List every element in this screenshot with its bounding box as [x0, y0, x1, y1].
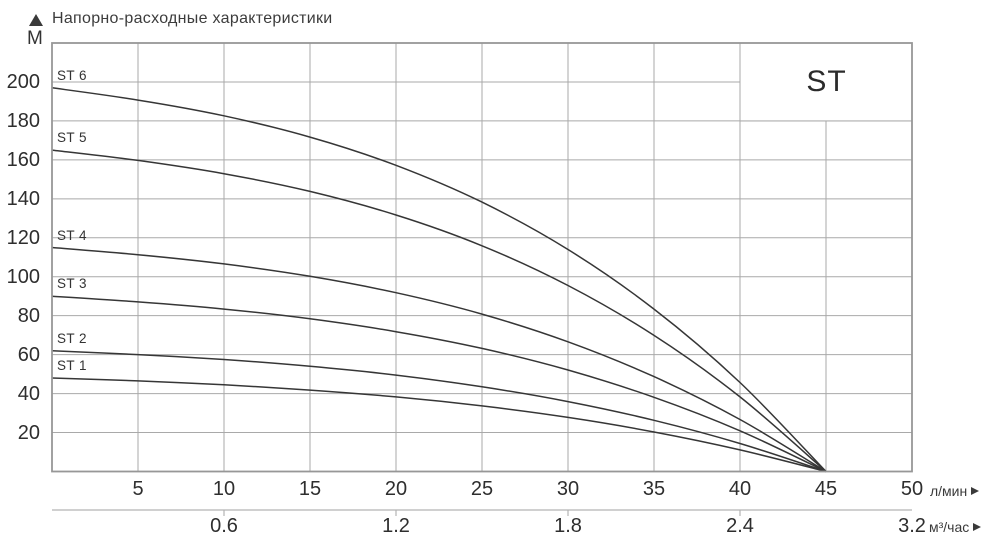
x2-tick-0.6: 0.6: [210, 515, 238, 537]
x-tick-5: 5: [132, 478, 144, 500]
curve-label-st5: ST 5: [57, 130, 87, 146]
y-tick-20: 20: [17, 421, 40, 444]
x-tick-40: 40: [728, 478, 752, 500]
x-axis-unit-secondary: м³/час: [929, 519, 982, 535]
series-family-badge: ST: [806, 65, 847, 98]
badge-box: [739, 42, 913, 122]
curve-st6: [51, 87, 827, 473]
x2-tick-2.4: 2.4: [726, 515, 754, 537]
y-tick-120: 120: [6, 226, 40, 249]
x-axis-unit-primary-label: л/мин: [930, 483, 968, 499]
x-tick-25: 25: [470, 478, 494, 500]
x-axis-unit-secondary-label: м³/час: [929, 519, 970, 535]
x-axis-unit-primary: л/мин: [930, 483, 980, 499]
curve-label-st1: ST 1: [57, 358, 87, 373]
curve-label-st4: ST 4: [57, 227, 87, 243]
curve-label-st2: ST 2: [57, 330, 87, 346]
y-tick-60: 60: [17, 343, 40, 366]
x-tick-30: 30: [556, 478, 580, 500]
y-tick-160: 160: [6, 148, 40, 171]
x-axis-arrow-icon: [971, 487, 980, 495]
x2-tick-1.2: 1.2: [382, 515, 410, 537]
chart-title: Напорно-расходные характеристики: [52, 10, 333, 27]
y-tick-140: 140: [6, 187, 40, 210]
plot-border: [51, 42, 913, 473]
y-tick-200: 200: [6, 70, 40, 93]
y-axis-unit-label: М: [27, 28, 43, 49]
x-axis-arrow-icon-secondary: [973, 523, 982, 531]
x2-tick-1.8: 1.8: [554, 515, 582, 537]
y-tick-180: 180: [6, 109, 40, 132]
x2-tick-3.2: 3.2: [898, 515, 926, 537]
curve-st2: [51, 349, 827, 473]
x-tick-15: 15: [298, 478, 322, 500]
x-tick-35: 35: [642, 478, 666, 500]
curve-st3: [51, 295, 827, 473]
curve-label-st3: ST 3: [57, 276, 87, 292]
x-tick-45: 45: [814, 478, 838, 500]
y-tick-40: 40: [17, 382, 40, 405]
x-tick-10: 10: [212, 478, 236, 500]
y-tick-80: 80: [17, 304, 40, 327]
curve-st4: [51, 246, 827, 473]
x-tick-20: 20: [384, 478, 408, 500]
curve-label-st6: ST 6: [57, 67, 87, 83]
y-tick-100: 100: [6, 265, 40, 288]
x-tick-50: 50: [900, 478, 924, 500]
curve-st5: [51, 149, 827, 473]
y-axis-arrow-icon: [29, 14, 43, 26]
curve-st1: [51, 377, 827, 473]
